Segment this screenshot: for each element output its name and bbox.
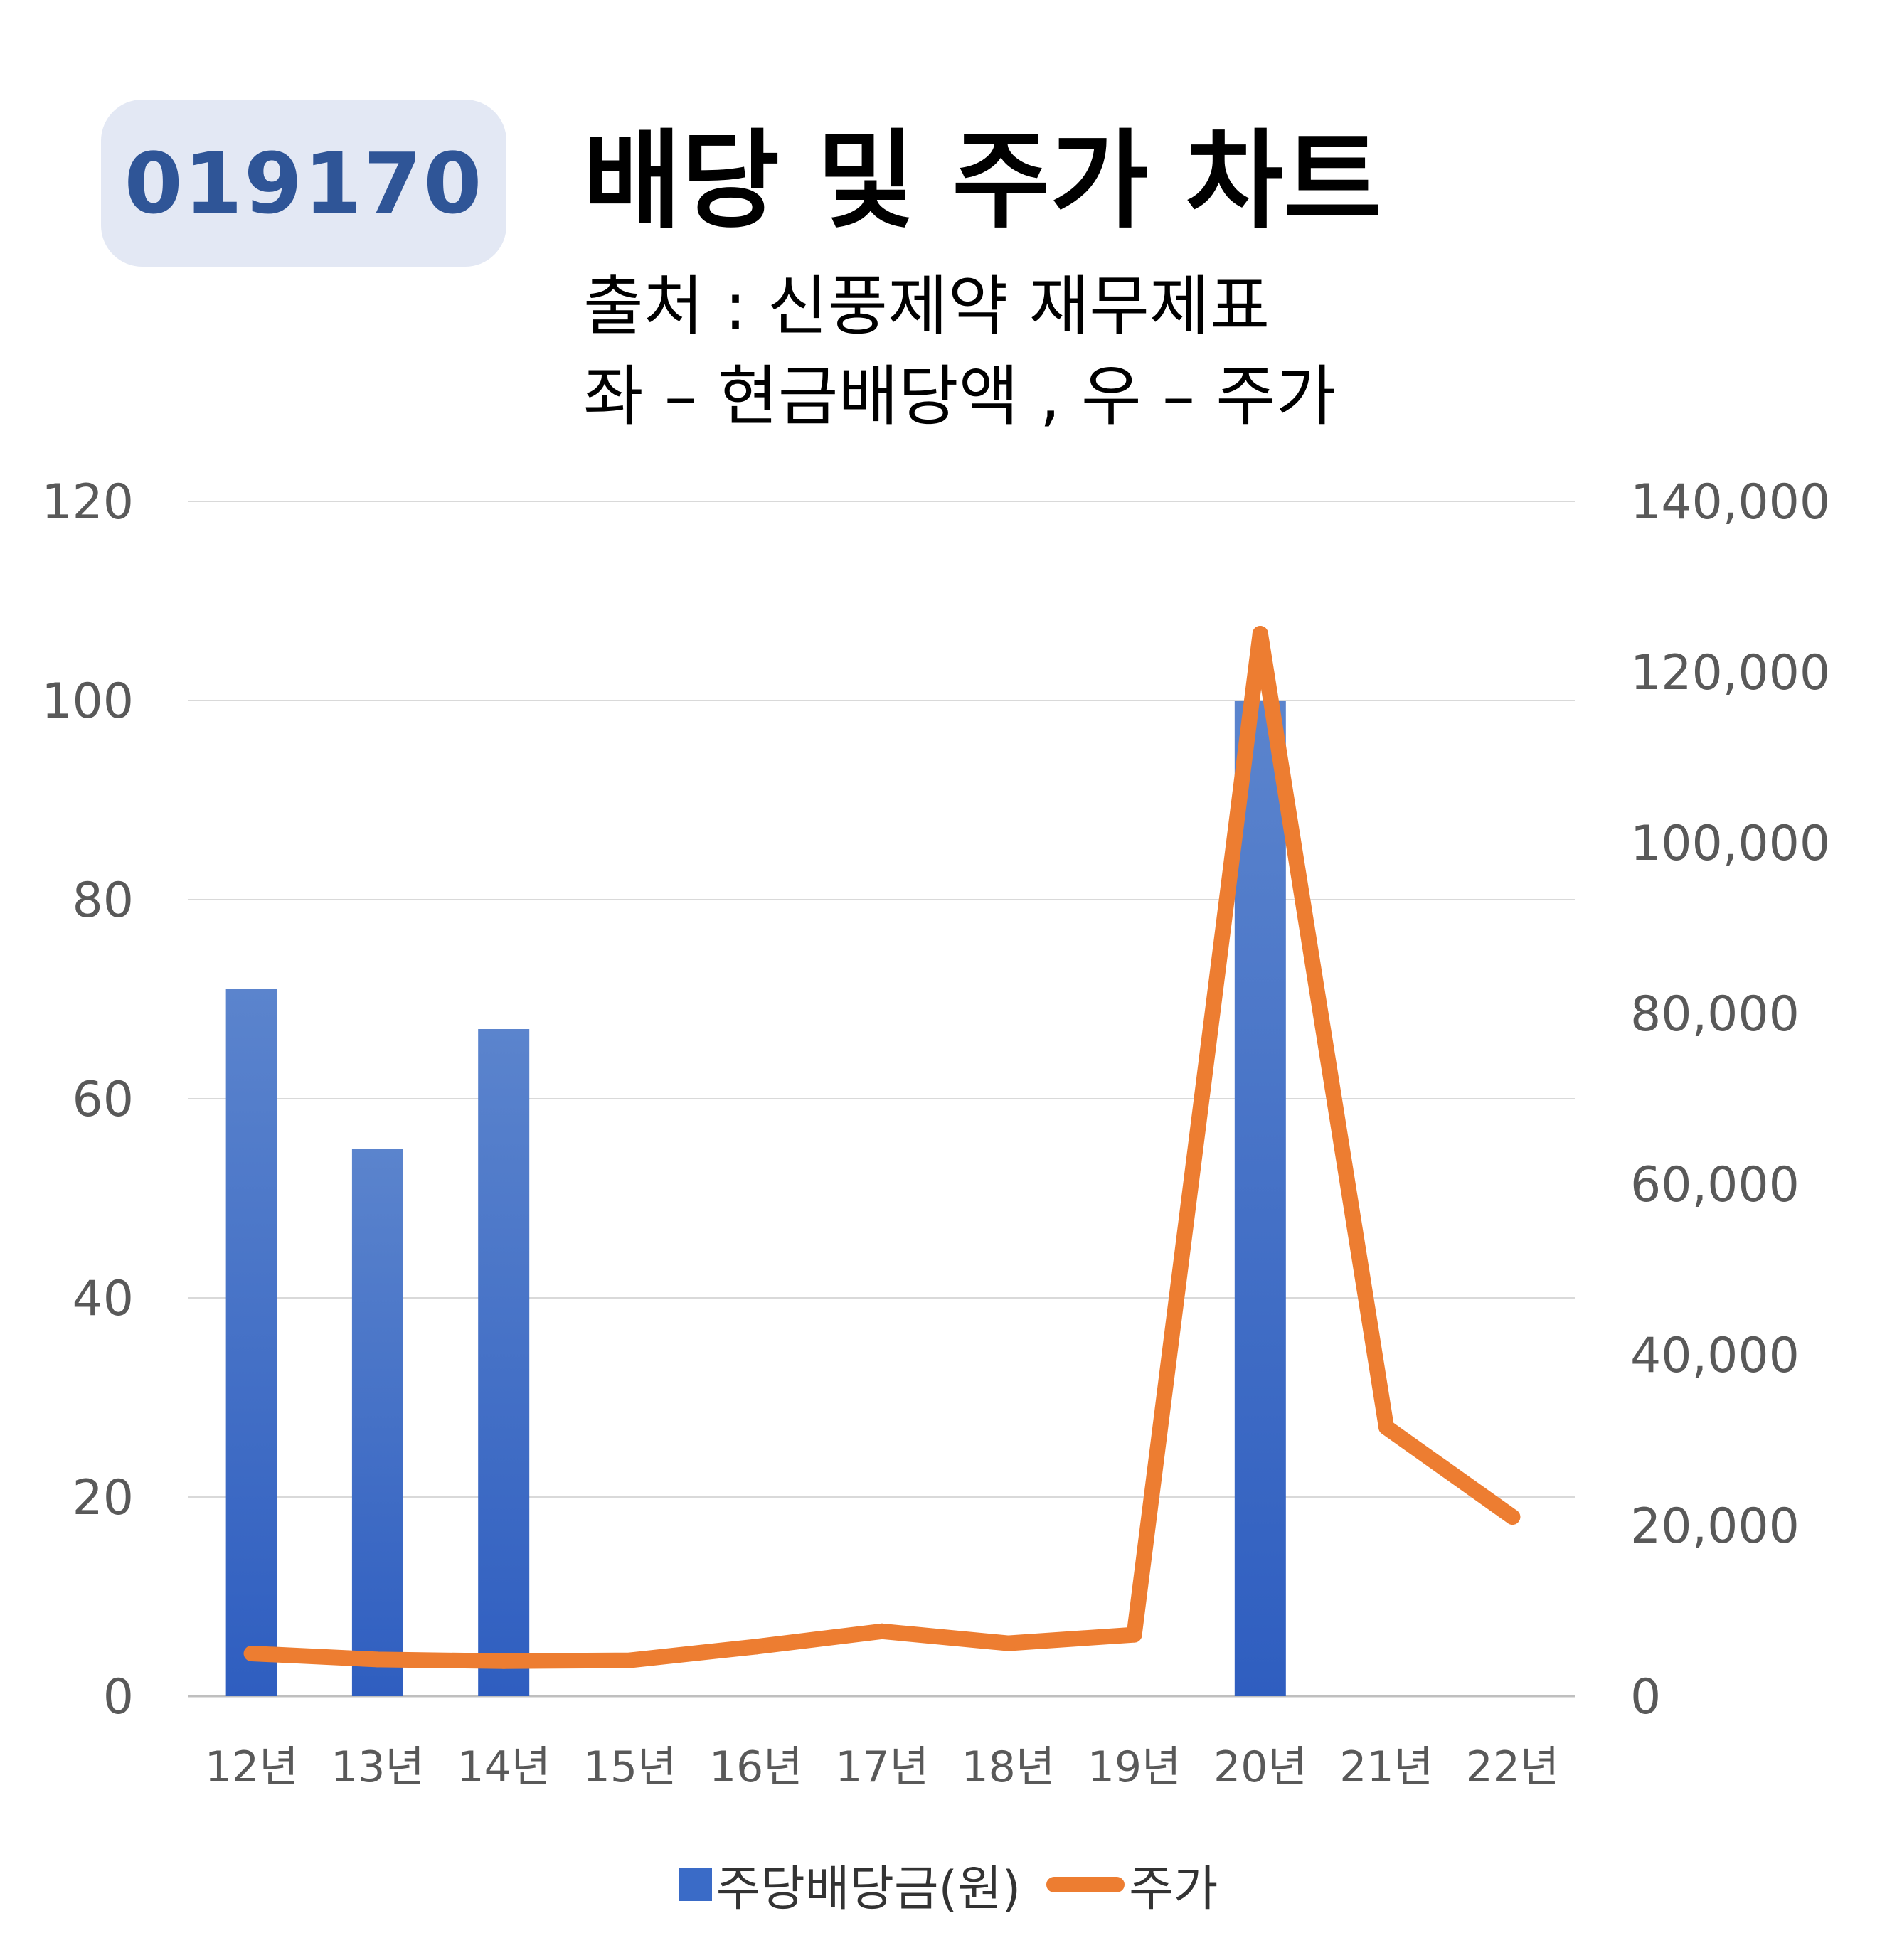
x-tick-label: 13년 (331, 1742, 425, 1792)
legend-label-dividend: 주당배당금(원) (716, 1861, 1021, 1917)
x-tick-label: 12년 (205, 1742, 299, 1792)
price-point (622, 1652, 638, 1668)
right-axis-ticks: 0 20,000 40,000 60,000 80,000 100,000 120,000 1… (1630, 474, 1830, 1725)
price-point (496, 1653, 512, 1669)
right-tick-label: 60,000 (1630, 1157, 1800, 1213)
line-series (243, 626, 1521, 1669)
x-tick-label: 15년 (583, 1742, 677, 1792)
left-tick-label: 20 (72, 1470, 134, 1526)
x-tick-label: 18년 (961, 1742, 1055, 1792)
left-tick-label: 120 (41, 474, 134, 531)
left-tick-label: 100 (41, 673, 134, 730)
x-tick-label: 14년 (457, 1742, 551, 1792)
price-point (369, 1651, 386, 1668)
right-tick-label: 120,000 (1630, 645, 1830, 701)
x-tick-label: 16년 (709, 1742, 803, 1792)
left-tick-label: 80 (72, 873, 134, 929)
legend: 주당배당금(원) 주가 (0, 1849, 1897, 1919)
left-tick-label: 40 (72, 1271, 134, 1327)
stock-code-badge: 019170 (101, 100, 506, 267)
x-axis-ticks: 12년 13년 14년 15년 16년 17년 18년 19년 20년 21년 22년 (205, 1742, 1559, 1792)
legend-bar-swatch (679, 1868, 712, 1901)
price-point (748, 1639, 764, 1655)
legend-label-price: 주가 (1129, 1861, 1218, 1917)
bar (478, 1029, 530, 1696)
right-tick-label: 140,000 (1630, 474, 1830, 531)
x-tick-label: 20년 (1213, 1742, 1307, 1792)
legend-item-dividend: 주당배당금(원) (679, 1849, 1021, 1919)
bar (351, 1149, 403, 1696)
x-tick-label: 21년 (1339, 1742, 1433, 1792)
bar (225, 989, 277, 1696)
right-tick-label: 40,000 (1630, 1328, 1800, 1384)
legend-item-price: 주가 (1046, 1849, 1218, 1919)
legend-line-swatch (1046, 1876, 1125, 1892)
price-point (1000, 1635, 1016, 1651)
price-point (1252, 626, 1268, 641)
price-point (1126, 1626, 1142, 1643)
chart-title: 배당 및 주가 차트 (583, 119, 1382, 243)
left-tick-label: 0 (103, 1669, 134, 1725)
bar-series (225, 701, 1286, 1696)
stock-code: 019170 (124, 134, 484, 233)
left-tick-label: 60 (72, 1072, 134, 1128)
source-subtitle: 출처 : 신풍제약 재무제표 (583, 268, 1270, 344)
price-point (1378, 1420, 1395, 1435)
price-point (1504, 1509, 1521, 1525)
x-tick-label: 22년 (1466, 1742, 1560, 1792)
right-tick-label: 100,000 (1630, 816, 1830, 872)
right-tick-label: 80,000 (1630, 986, 1800, 1043)
left-axis-ticks: 0 20 40 60 80 100 120 (41, 474, 134, 1725)
x-tick-label: 19년 (1088, 1742, 1181, 1792)
price-point (874, 1623, 890, 1639)
right-tick-label: 0 (1630, 1669, 1661, 1725)
bar (1234, 701, 1286, 1696)
price-line (243, 626, 1521, 1669)
price-point (243, 1646, 260, 1661)
x-tick-label: 17년 (835, 1742, 929, 1792)
right-tick-label: 20,000 (1630, 1498, 1800, 1555)
gridlines (188, 501, 1575, 1698)
axis-subtitle: 좌 – 현금배당액 , 우 – 주가 (583, 358, 1337, 435)
